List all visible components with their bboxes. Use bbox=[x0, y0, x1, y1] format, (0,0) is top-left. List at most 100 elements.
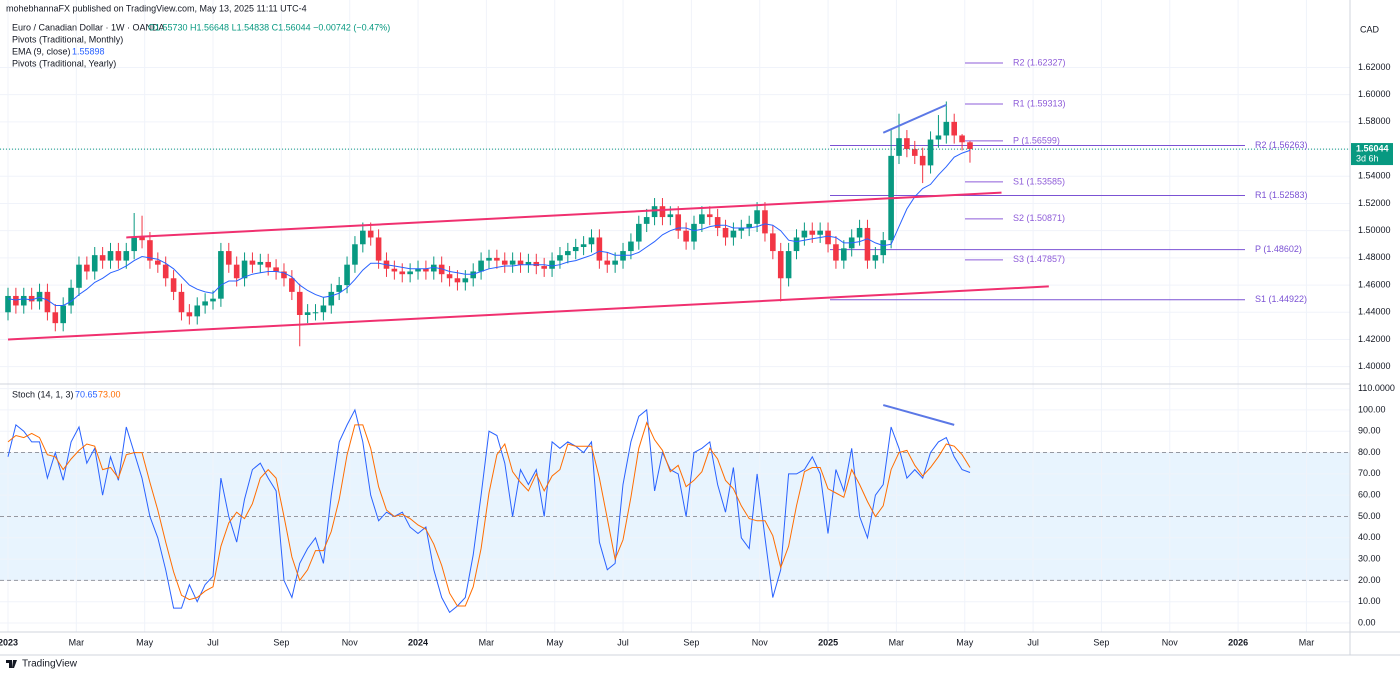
candle-body bbox=[533, 261, 540, 267]
x-tick-label: Mar bbox=[1299, 637, 1315, 647]
candle-body bbox=[218, 251, 224, 299]
candle-body bbox=[691, 223, 697, 242]
candle-body bbox=[336, 285, 342, 292]
candle-body bbox=[557, 255, 563, 261]
price-tag bbox=[1351, 143, 1393, 166]
candle-body bbox=[517, 260, 524, 265]
candle-body bbox=[683, 230, 689, 242]
candle-body bbox=[699, 214, 705, 224]
candle-body bbox=[233, 264, 240, 279]
price-tag-countdown: 3d 6h bbox=[1356, 153, 1379, 163]
indicator: Pivots (Traditional, Yearly) bbox=[12, 58, 116, 68]
y-tick-label: 1.54000 bbox=[1358, 171, 1391, 181]
candle-body bbox=[273, 267, 279, 272]
candle-body bbox=[115, 251, 122, 261]
trend-line bbox=[882, 103, 947, 134]
y-tick-label: 90.00 bbox=[1358, 426, 1381, 436]
candle-body bbox=[746, 223, 752, 228]
trend-line bbox=[7, 285, 1049, 341]
stoch-line bbox=[7, 408, 971, 614]
candle-body bbox=[462, 278, 469, 283]
y-tick-label: 30.00 bbox=[1358, 553, 1381, 563]
candle-body bbox=[943, 121, 950, 136]
symbol: Euro / Canadian Dollar · 1W · OANDA bbox=[12, 22, 165, 32]
candle-body bbox=[470, 271, 477, 279]
candle-body bbox=[636, 223, 642, 242]
stoch-line bbox=[7, 421, 971, 607]
indicator: Pivots (Traditional, Monthly) bbox=[12, 34, 123, 44]
candle-body bbox=[84, 264, 90, 272]
x-tick-label: 2023 bbox=[0, 637, 18, 647]
pivot-label: P (1.56599) bbox=[1013, 135, 1060, 145]
candle-body bbox=[257, 261, 264, 265]
x-tick-label: 2026 bbox=[1228, 637, 1248, 647]
x-tick-label: 2024 bbox=[408, 637, 428, 647]
candle-body bbox=[841, 248, 847, 261]
candle-body bbox=[139, 237, 145, 241]
pivot-label: R1 (1.59313) bbox=[1013, 98, 1066, 108]
candle-body bbox=[793, 237, 800, 252]
candle-body bbox=[777, 251, 784, 279]
candle-body bbox=[28, 295, 35, 302]
x-tick-label: Sep bbox=[1093, 637, 1109, 647]
candle-body bbox=[68, 287, 74, 306]
x-tick-label: May bbox=[956, 637, 974, 647]
candle-body bbox=[430, 264, 437, 272]
y-tick-label: 100.00 bbox=[1358, 404, 1386, 414]
ohlc: O1.55730 H1.56648 L1.54838 C1.56044 −0.0… bbox=[148, 22, 390, 32]
y-tick-label: 40.00 bbox=[1358, 532, 1381, 542]
candle-body bbox=[52, 312, 59, 324]
candle-body bbox=[643, 217, 650, 224]
y-tick-label: 1.60000 bbox=[1358, 89, 1391, 99]
candle-body bbox=[872, 255, 879, 261]
candle-body bbox=[478, 260, 484, 272]
candle-body bbox=[328, 291, 335, 306]
candle-body bbox=[612, 260, 618, 265]
y-tick-label: 110.0000 bbox=[1358, 383, 1395, 393]
pivot-label: P (1.48602) bbox=[1255, 244, 1302, 254]
candle-body bbox=[13, 295, 19, 306]
candle-body bbox=[770, 233, 776, 252]
candle-body bbox=[249, 260, 256, 265]
y-tick-label: 1.62000 bbox=[1358, 62, 1391, 72]
indicator-value: 1.55898 bbox=[72, 46, 105, 56]
candle-body bbox=[225, 251, 232, 265]
candle-body bbox=[99, 255, 106, 261]
candle-body bbox=[714, 217, 721, 228]
candle-body bbox=[170, 278, 177, 292]
x-tick-label: Jul bbox=[207, 637, 219, 647]
y-tick-label: 1.42000 bbox=[1358, 334, 1391, 344]
ema-line bbox=[7, 149, 971, 306]
y-tick-label: 1.46000 bbox=[1358, 279, 1391, 289]
candle-body bbox=[856, 227, 863, 238]
candle-body bbox=[36, 291, 43, 302]
x-tick-label: Nov bbox=[752, 637, 769, 647]
candle-body bbox=[454, 278, 461, 283]
candle-body bbox=[91, 255, 98, 272]
y-tick-label: 20.00 bbox=[1358, 575, 1381, 585]
candle-body bbox=[549, 260, 555, 269]
brand-logo bbox=[6, 660, 17, 668]
candle-body bbox=[817, 230, 823, 235]
marks bbox=[0, 62, 1350, 614]
candle-body bbox=[367, 230, 374, 238]
candle-body bbox=[596, 237, 603, 261]
candle-body bbox=[162, 264, 169, 279]
candle-body bbox=[281, 271, 287, 279]
pivot-label: S1 (1.44922) bbox=[1255, 294, 1307, 304]
candle-body bbox=[864, 227, 871, 261]
y-tick-label: 1.48000 bbox=[1358, 252, 1391, 262]
candle-body bbox=[659, 206, 666, 218]
candle-body bbox=[675, 214, 682, 231]
candle-body bbox=[825, 230, 831, 245]
candle-body bbox=[604, 260, 611, 265]
x-tick-label: 2025 bbox=[818, 637, 838, 647]
candle-body bbox=[60, 305, 66, 324]
candle-body bbox=[320, 305, 327, 313]
candle-body bbox=[5, 295, 11, 313]
brand: TradingView bbox=[22, 659, 78, 670]
candle-body bbox=[904, 138, 910, 150]
pivot-label: R1 (1.52583) bbox=[1255, 190, 1308, 200]
candle-body bbox=[423, 268, 429, 272]
pivot-label: S3 (1.47857) bbox=[1013, 254, 1065, 264]
